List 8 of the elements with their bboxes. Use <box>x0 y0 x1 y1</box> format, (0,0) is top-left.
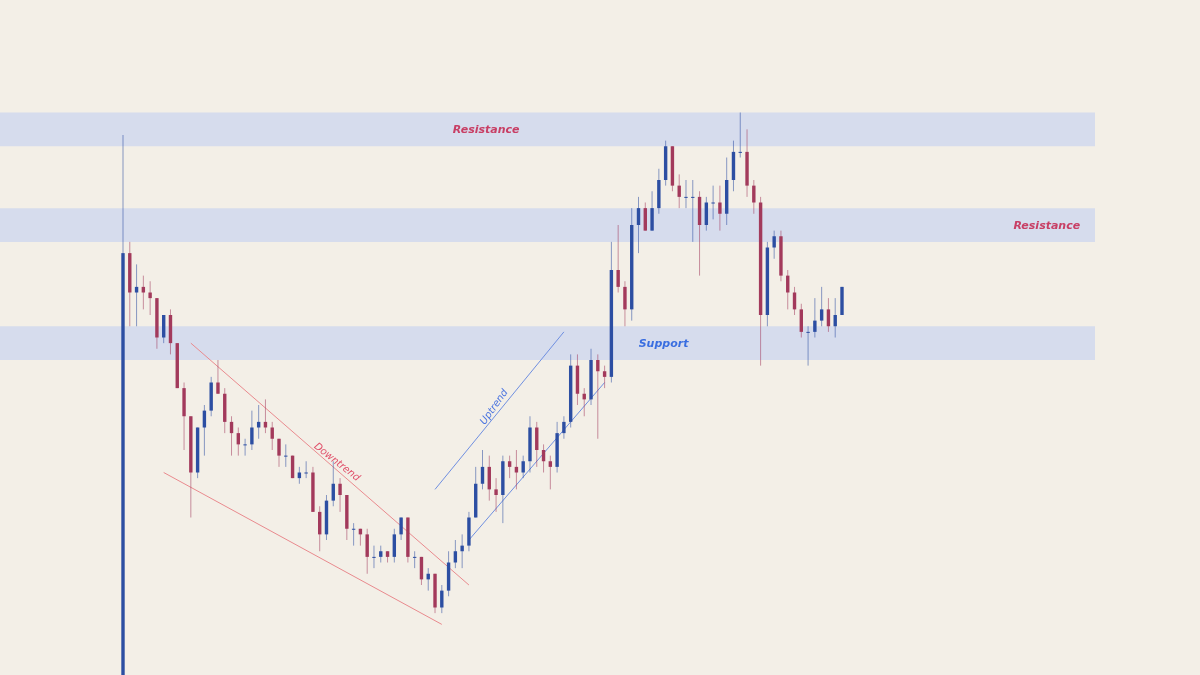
band-label: Resistance <box>1013 219 1081 232</box>
candlestick <box>379 545 383 563</box>
band-label: Resistance <box>452 123 521 137</box>
candlestick <box>412 550 417 569</box>
band-label: Support <box>638 337 690 351</box>
candlestick <box>243 438 247 457</box>
candlestick <box>304 460 308 479</box>
candlestick <box>385 550 390 563</box>
